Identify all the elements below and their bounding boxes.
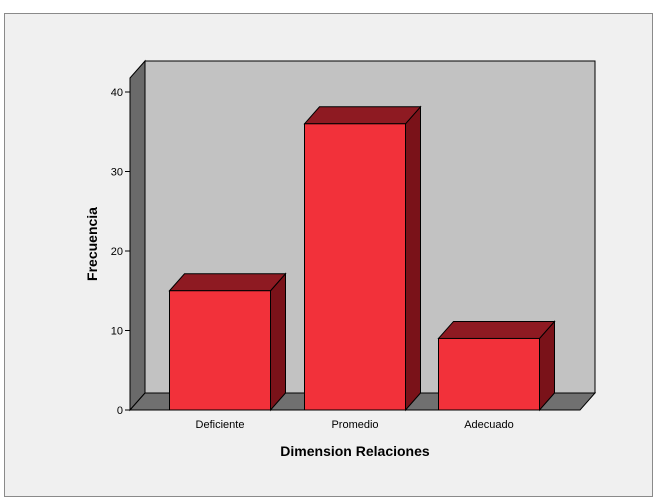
x-tick-label: Deficiente [196, 419, 245, 431]
left-wall [129, 59, 146, 412]
bar [168, 272, 287, 412]
bar [303, 105, 422, 412]
y-tick-label: 10 [111, 326, 123, 338]
y-axis: 0 10 20 30 40 [111, 78, 131, 417]
y-tick-label: 30 [111, 167, 123, 179]
bar-front [304, 123, 406, 411]
y-tick-label: 20 [111, 246, 123, 258]
bar-front [169, 290, 271, 411]
bars [168, 105, 556, 412]
bar-side [405, 105, 421, 412]
bar-front [438, 337, 540, 411]
bar-side [270, 272, 286, 412]
bar-top [303, 106, 422, 125]
y-tick-label: 0 [117, 405, 123, 417]
x-tick-label: Promedio [331, 419, 378, 431]
y-tick-label: 40 [111, 87, 123, 99]
x-axis: Deficiente Promedio Adecuado [196, 419, 514, 431]
x-axis-title: Dimension Relaciones [280, 443, 430, 459]
bar-top [168, 273, 287, 292]
bar [437, 320, 556, 412]
x-tick-label: Adecuado [464, 419, 514, 431]
y-axis-title: Frecuencia [84, 207, 100, 281]
bar-top [437, 320, 556, 339]
